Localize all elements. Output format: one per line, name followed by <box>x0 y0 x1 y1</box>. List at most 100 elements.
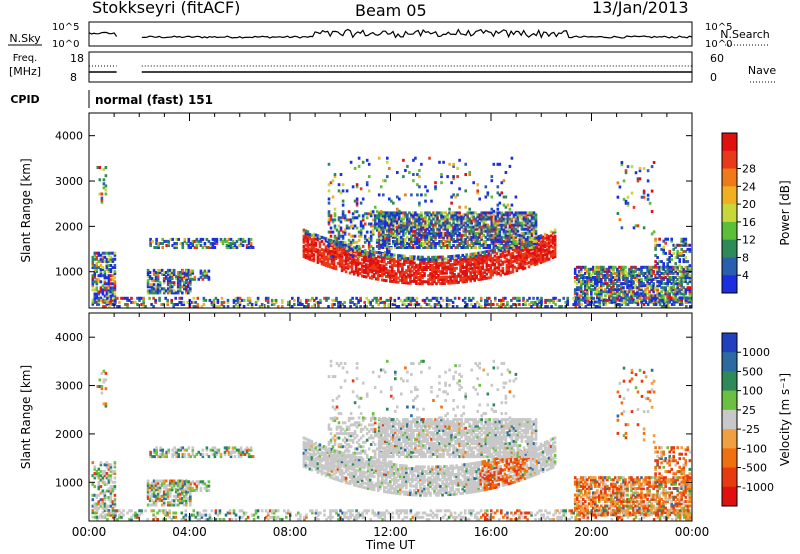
power-cell <box>533 250 537 254</box>
power-cell <box>357 238 361 242</box>
power-cell <box>174 296 177 300</box>
power-cell <box>642 282 645 286</box>
power-cell <box>318 237 322 241</box>
velocity-cell <box>93 465 97 469</box>
power-cell <box>209 242 213 245</box>
power-cell <box>475 264 478 268</box>
power-cell <box>449 257 452 261</box>
power-cell <box>524 223 528 227</box>
power-cell <box>401 274 404 278</box>
power-cell <box>515 246 519 250</box>
power-cell <box>402 237 405 241</box>
power-cell <box>656 296 659 300</box>
power-cell <box>594 265 597 269</box>
power-cell <box>413 303 417 306</box>
power-cell <box>99 253 103 257</box>
power-cell <box>443 275 446 279</box>
power-cell <box>586 284 589 288</box>
velocity-cell <box>107 474 111 478</box>
power-cell <box>181 291 184 295</box>
power-cell <box>191 239 195 243</box>
power-cell <box>452 177 455 181</box>
power-cell <box>529 248 533 252</box>
power-cell <box>386 221 389 225</box>
power-cell <box>460 221 463 225</box>
power-cell <box>399 264 402 268</box>
power-cell <box>408 221 411 225</box>
power-cell <box>432 225 435 229</box>
power-cell <box>93 292 97 296</box>
power-cell <box>306 248 310 252</box>
power-cell <box>624 300 628 304</box>
velocity-cell <box>101 502 105 506</box>
power-cell <box>579 280 583 284</box>
power-cell <box>396 207 399 211</box>
power-cell <box>468 207 471 211</box>
power-cell <box>608 290 611 294</box>
power-cell <box>478 233 481 237</box>
power-cell <box>529 260 533 264</box>
power-cell <box>540 300 543 304</box>
power-cell <box>332 266 336 270</box>
power-cell <box>470 246 473 249</box>
power-cell <box>423 261 426 265</box>
power-cell <box>368 270 372 274</box>
power-cell <box>409 259 412 263</box>
power-cell <box>616 278 619 281</box>
power-cell <box>367 240 371 244</box>
power-cell <box>440 242 443 245</box>
power-cell <box>530 225 534 229</box>
power-cell <box>437 263 440 267</box>
power-cell <box>394 246 397 249</box>
power-cell <box>232 298 236 302</box>
power-cell <box>608 288 611 292</box>
power-cell <box>480 237 483 241</box>
power-cell <box>339 242 343 246</box>
power-cell <box>686 243 690 247</box>
power-cell <box>148 296 151 300</box>
power-cell <box>478 197 481 201</box>
power-cell <box>448 242 451 245</box>
power-cell <box>397 268 400 272</box>
power-cell <box>399 298 403 302</box>
power-cell <box>370 274 374 278</box>
power-cell <box>481 271 485 275</box>
power-cell <box>484 219 488 223</box>
power-cell <box>95 268 99 271</box>
power-cell <box>440 225 443 229</box>
power-cell <box>316 250 320 254</box>
power-cell <box>375 240 379 244</box>
power-cell <box>642 284 645 288</box>
power-cell <box>308 255 312 259</box>
power-cell <box>434 237 437 241</box>
power-cell <box>496 231 500 235</box>
power-cell <box>596 284 599 288</box>
power-cell <box>486 217 490 221</box>
power-cell <box>364 263 368 267</box>
power-cell <box>429 274 432 278</box>
power-cell <box>436 233 439 237</box>
power-cell <box>313 298 316 302</box>
power-cell <box>391 303 395 306</box>
power-cell <box>113 288 117 292</box>
power-cell <box>225 244 229 247</box>
power-cell <box>487 268 491 272</box>
power-cell <box>405 275 408 279</box>
power-cell <box>451 269 454 273</box>
power-cell <box>537 257 541 261</box>
power-cell <box>429 259 432 263</box>
power-cell <box>414 242 417 245</box>
power-cell <box>430 235 433 239</box>
power-cell <box>610 271 613 275</box>
power-cell <box>512 229 516 233</box>
power-cell <box>373 226 377 230</box>
power-cell <box>304 243 308 247</box>
power-cell <box>109 294 113 298</box>
power-cell <box>168 268 172 272</box>
power-cell <box>503 272 507 276</box>
power-cell <box>473 254 476 258</box>
power-cell <box>532 244 536 247</box>
power-cell <box>670 265 673 269</box>
power-cell <box>502 203 506 207</box>
power-cell <box>421 274 424 278</box>
